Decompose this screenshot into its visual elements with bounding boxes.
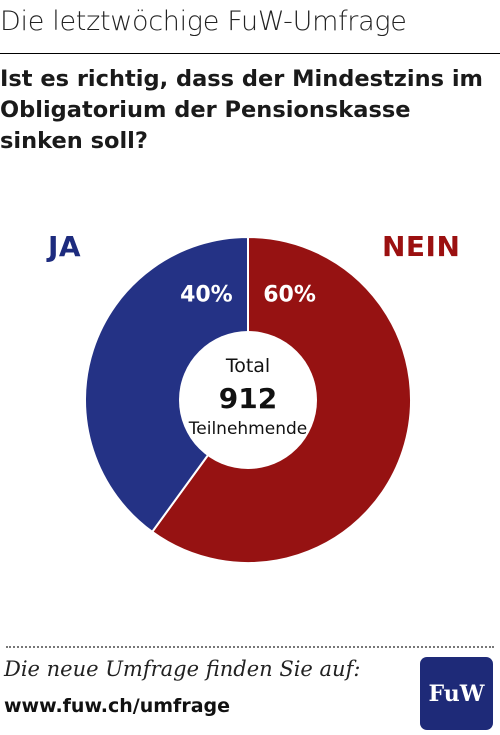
center-label-total: Total [225,355,270,377]
center-total-value: 912 [219,382,277,415]
header-divider [0,53,500,54]
footer-divider [6,646,494,648]
pie-value-label-ja: 40% [180,283,233,308]
pie-value-label-nein: 60% [263,283,316,308]
footer-text: Die neue Umfrage finden Sie auf: [4,657,361,681]
center-label-participants: Teilnehmende [188,419,307,439]
legend-label-ja: JA [48,230,82,263]
page-title: Die letztwöchige FuW-Umfrage [0,6,407,37]
fuw-logo[interactable]: FuW [420,657,493,730]
pie-slice-ja [84,235,249,534]
footer-url-link[interactable]: www.fuw.ch/umfrage [4,695,231,717]
survey-question: Ist es richtig, dass der Mindestzins im … [0,66,484,154]
pie-center-hole [179,331,317,469]
legend-label-nein: NEIN [382,230,461,263]
